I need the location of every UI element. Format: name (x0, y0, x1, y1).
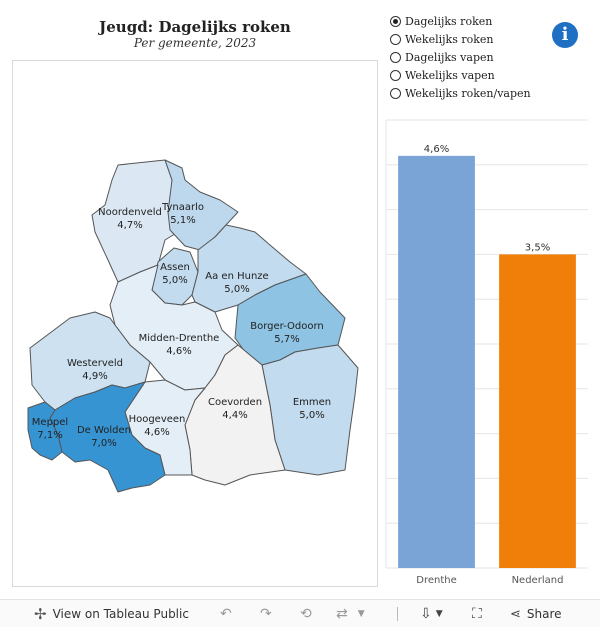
share-label: Share (526, 607, 562, 621)
region-value-label: 5,1% (170, 215, 195, 226)
metric-option-label: Wekelijks roken (405, 32, 494, 46)
share-icon: ⋖ (510, 606, 521, 622)
region-value-label: 4,7% (117, 220, 142, 231)
revert-icon: ⟲ (300, 606, 312, 622)
region-name-label: Coevorden (208, 397, 262, 408)
fullscreen-icon: ⛶ (472, 606, 482, 622)
chevron-down-icon: ▼ (435, 609, 443, 619)
region-value-label: 5,0% (162, 275, 187, 286)
region-value-label: 7,0% (91, 438, 116, 449)
fullscreen-button[interactable]: ⛶ (472, 600, 482, 628)
category-label: Nederland (512, 575, 564, 586)
chevron-down-icon: ▼ (357, 609, 365, 619)
metric-option-label: Dagelijks vapen (405, 50, 494, 64)
radio-icon (390, 33, 401, 45)
redo-icon: ↷ (260, 606, 272, 622)
region-name-label: Tynaarlo (161, 202, 204, 213)
revert-button[interactable]: ⟲ (300, 600, 312, 628)
undo-icon: ↶ (220, 606, 232, 622)
region-name-label: Aa en Hunze (205, 271, 268, 282)
metric-option-daily-smoking[interactable]: Dagelijks roken (390, 12, 531, 30)
region-name-label: Borger-Odoorn (250, 321, 324, 332)
region-value-label: 4,4% (222, 410, 247, 421)
region-value-label: 4,9% (82, 371, 107, 382)
download-icon: ⇩ (420, 606, 432, 622)
info-icon[interactable]: i (552, 22, 578, 48)
page-title: Jeugd: Dagelijks roken (99, 18, 291, 36)
metric-option-weekly-smoking-vaping[interactable]: Wekelijks roken/vapen (390, 84, 531, 102)
radio-icon (390, 87, 401, 99)
map-frame (12, 60, 378, 587)
bar-nederland[interactable] (499, 254, 576, 568)
metric-selector: Dagelijks roken Wekelijks roken Dagelijk… (390, 12, 531, 102)
region-name-label: De Wolden (77, 425, 131, 436)
download-button[interactable]: ⇩ ▼ (420, 600, 443, 628)
region-name-label: Hoogeveen (129, 414, 186, 425)
region-value-label: 5,7% (274, 334, 299, 345)
undo-button[interactable]: ↶ (220, 600, 232, 628)
bar-value-label: 3,5% (525, 242, 550, 253)
toolbar-divider (397, 607, 398, 621)
metric-option-label: Dagelijks roken (405, 14, 493, 28)
region-name-label: Noordenveld (98, 207, 162, 218)
region-name-label: Midden-Drenthe (139, 333, 220, 344)
refresh-icon: ⇄ (336, 606, 348, 622)
region-name-label: Emmen (293, 397, 331, 408)
region-name-label: Assen (160, 262, 190, 273)
share-button[interactable]: ⋖ Share (510, 600, 562, 628)
view-on-tableau-label: View on Tableau Public (52, 607, 189, 621)
radio-icon (390, 69, 401, 81)
metric-option-weekly-vaping[interactable]: Wekelijks vapen (390, 66, 531, 84)
page-subtitle: Per gemeente, 2023 (133, 36, 257, 50)
metric-option-label: Wekelijks roken/vapen (405, 86, 531, 100)
bar-value-label: 4,6% (424, 144, 449, 155)
tableau-icon: ✢ (34, 605, 47, 623)
region-meppel[interactable] (27, 401, 63, 461)
drenthe-map: Noordenveld 4,7% Tynaarlo 5,1% Assen 5,0% Aa e… (27, 159, 359, 493)
region-value-label: 5,0% (224, 284, 249, 295)
region-value-label: 4,6% (144, 427, 169, 438)
radio-icon (390, 15, 401, 27)
region-name-label: Meppel (32, 417, 68, 428)
comparison-bar-chart: 4,6% Drenthe 3,5% Nederland (385, 119, 588, 586)
tableau-toolbar: ✢ View on Tableau Public ↶ ↷ ⟲ ⇄ ▼ ⇩ ▼ ⛶ ⋖… (0, 599, 600, 627)
view-on-tableau-button[interactable]: ✢ View on Tableau Public (34, 600, 189, 628)
radio-icon (390, 51, 401, 63)
metric-option-label: Wekelijks vapen (405, 68, 495, 82)
redo-button[interactable]: ↷ (260, 600, 272, 628)
region-value-label: 4,6% (166, 346, 191, 357)
metric-option-weekly-smoking[interactable]: Wekelijks roken (390, 30, 531, 48)
region-name-label: Westerveld (67, 358, 123, 369)
bar-drenthe[interactable] (398, 155, 475, 568)
refresh-button[interactable]: ⇄ ▼ (336, 600, 365, 628)
category-label: Drenthe (416, 575, 457, 586)
region-value-label: 7,1% (37, 430, 62, 441)
region-value-label: 5,0% (299, 410, 324, 421)
metric-option-daily-vaping[interactable]: Dagelijks vapen (390, 48, 531, 66)
